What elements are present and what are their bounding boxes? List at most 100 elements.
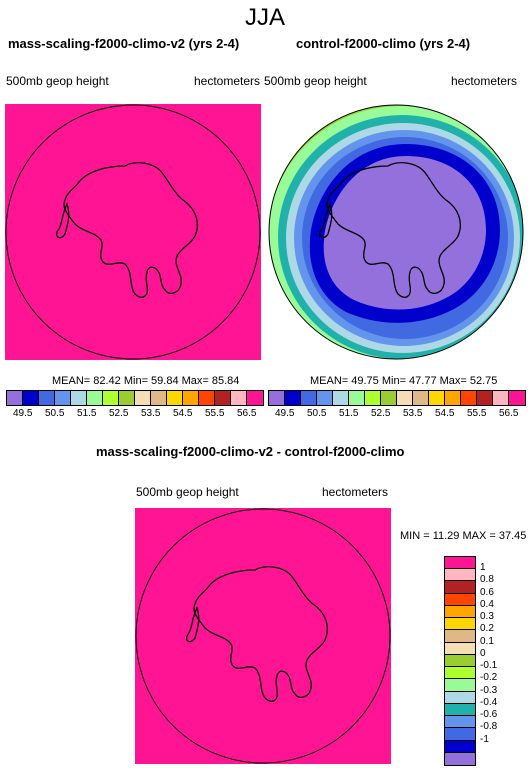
right-panel-title: control-f2000-climo (yrs 2-4) <box>296 36 471 51</box>
diff-map-boundary <box>135 508 391 764</box>
diff-colorbar-box <box>445 716 475 729</box>
left-colorbar-box <box>151 391 167 405</box>
left-panel-variable: 500mb geop height <box>6 74 109 88</box>
right-colorbar-label: 51.5 <box>339 408 359 419</box>
diff-colorbar-box <box>445 703 475 717</box>
left-panel-units: hectometers <box>194 74 261 88</box>
diff-panel-title: mass-scaling-f2000-climo-v2 - control-f2… <box>96 444 405 459</box>
right-colorbar-label: 52.5 <box>371 408 391 419</box>
right-colorbar-box <box>285 391 301 405</box>
diff-colorbar-box <box>445 593 475 606</box>
right-colorbar-label: 54.5 <box>435 408 455 419</box>
diff-colorbar-box <box>445 630 475 643</box>
main-title: JJA <box>244 4 285 31</box>
right-map-boundary <box>268 104 524 360</box>
left-colorbar-box <box>7 391 23 405</box>
right-colorbar-label: 49.5 <box>275 408 295 419</box>
diff-colorbar-label: 1 <box>480 562 486 574</box>
left-map-peninsula <box>55 202 70 239</box>
diff-colorbar-label: 0.2 <box>480 623 494 635</box>
diff-colorbar-box <box>445 569 475 582</box>
diff-panel-variable: 500mb geop height <box>136 485 239 499</box>
left-colorbar-box <box>135 391 151 405</box>
left-colorbar-labels: 49.5 50.5 51.5 52.5 53.5 54.5 55.5 56.5 <box>6 408 262 422</box>
diff-colorbar-box <box>445 667 475 680</box>
right-colorbar-box <box>349 391 365 405</box>
left-colorbar-box <box>87 391 103 405</box>
left-colorbar-box <box>71 391 87 405</box>
right-colorbar-label: 55.5 <box>467 408 487 419</box>
left-colorbar-box <box>215 391 231 405</box>
right-colorbar-box <box>429 391 445 405</box>
right-colorbar-box <box>365 391 381 405</box>
right-map-inner <box>323 156 486 310</box>
right-colorbar-box <box>317 391 333 405</box>
left-colorbar-label: 49.5 <box>13 408 33 419</box>
right-panel-stats: MEAN= 49.75 Min= 47.77 Max= 52.75 <box>310 375 498 387</box>
right-map-coastline <box>326 162 461 298</box>
right-map <box>268 104 524 360</box>
left-colorbar <box>6 390 264 406</box>
left-panel-stats: MEAN= 82.42 Min= 59.84 Max= 85.84 <box>52 375 240 387</box>
diff-panel-stats: MIN = 11.29 MAX = 37.45 <box>400 530 527 542</box>
diff-colorbar-box <box>445 605 475 619</box>
diff-colorbar-box <box>445 752 475 765</box>
right-colorbar-box <box>397 391 413 405</box>
diff-map <box>135 508 391 764</box>
left-colorbar-label: 56.5 <box>237 408 257 419</box>
diff-colorbar-box <box>445 679 475 692</box>
right-colorbar-box <box>301 391 317 405</box>
left-colorbar-box <box>23 391 39 405</box>
diff-map-fill <box>135 508 391 764</box>
diff-colorbar-label: -0.8 <box>480 721 498 733</box>
right-colorbar-box <box>493 391 509 405</box>
right-colorbar <box>268 390 526 406</box>
left-colorbar-label: 52.5 <box>109 408 129 419</box>
right-colorbar-label: 56.5 <box>499 408 519 419</box>
diff-colorbar-label: 0.6 <box>480 586 494 598</box>
left-colorbar-label: 55.5 <box>205 408 225 419</box>
diff-colorbar-label: -0.1 <box>480 660 498 672</box>
diff-colorbar-label: -0.2 <box>480 672 498 684</box>
right-colorbar-box <box>333 391 349 405</box>
diff-panel-units: hectometers <box>322 485 389 499</box>
diff-colorbar-label: 0.4 <box>480 598 494 610</box>
diff-colorbar-labels: 1 0.8 0.6 0.4 0.3 0.2 0.1 0 -0.1 -0.2 -0.3 -0.4 -0.6… <box>480 556 520 764</box>
diff-colorbar-label: 0.3 <box>480 611 494 623</box>
diff-colorbar-box <box>445 618 475 631</box>
left-colorbar-label: 50.5 <box>45 408 65 419</box>
diff-colorbar-box <box>445 642 475 655</box>
left-colorbar-label: 53.5 <box>141 408 161 419</box>
left-map-boundary <box>5 104 261 360</box>
right-colorbar-box <box>509 391 525 405</box>
right-colorbar-label: 50.5 <box>307 408 327 419</box>
right-colorbar-box <box>381 391 397 405</box>
right-map-peninsula <box>318 202 333 239</box>
diff-map-peninsula <box>185 606 200 643</box>
right-panel-variable: 500mb geop height <box>264 74 367 88</box>
left-colorbar-box <box>231 391 247 405</box>
diff-colorbar <box>444 556 476 766</box>
diff-colorbar-box <box>445 691 475 704</box>
diff-colorbar-box <box>445 654 475 668</box>
left-colorbar-box <box>167 391 183 405</box>
right-colorbar-label: 53.5 <box>403 408 423 419</box>
left-map-fill <box>5 104 261 360</box>
right-panel-units: hectometers <box>451 74 518 88</box>
left-map-coastline <box>63 162 198 298</box>
diff-colorbar-label: 0 <box>480 647 486 659</box>
left-colorbar-label: 54.5 <box>173 408 193 419</box>
right-colorbar-box <box>413 391 429 405</box>
left-panel-title: mass-scaling-f2000-climo-v2 (yrs 2-4) <box>8 36 240 51</box>
right-colorbar-box <box>445 391 461 405</box>
right-colorbar-box <box>269 391 285 405</box>
left-colorbar-box <box>247 391 263 405</box>
left-colorbar-label: 51.5 <box>77 408 97 419</box>
right-colorbar-box <box>477 391 493 405</box>
diff-colorbar-label: -0.6 <box>480 709 498 721</box>
diff-colorbar-label: -0.3 <box>480 684 498 696</box>
diff-colorbar-label: -1 <box>480 733 489 745</box>
diff-colorbar-box <box>445 728 475 741</box>
left-map <box>5 104 261 360</box>
left-colorbar-box <box>103 391 119 405</box>
